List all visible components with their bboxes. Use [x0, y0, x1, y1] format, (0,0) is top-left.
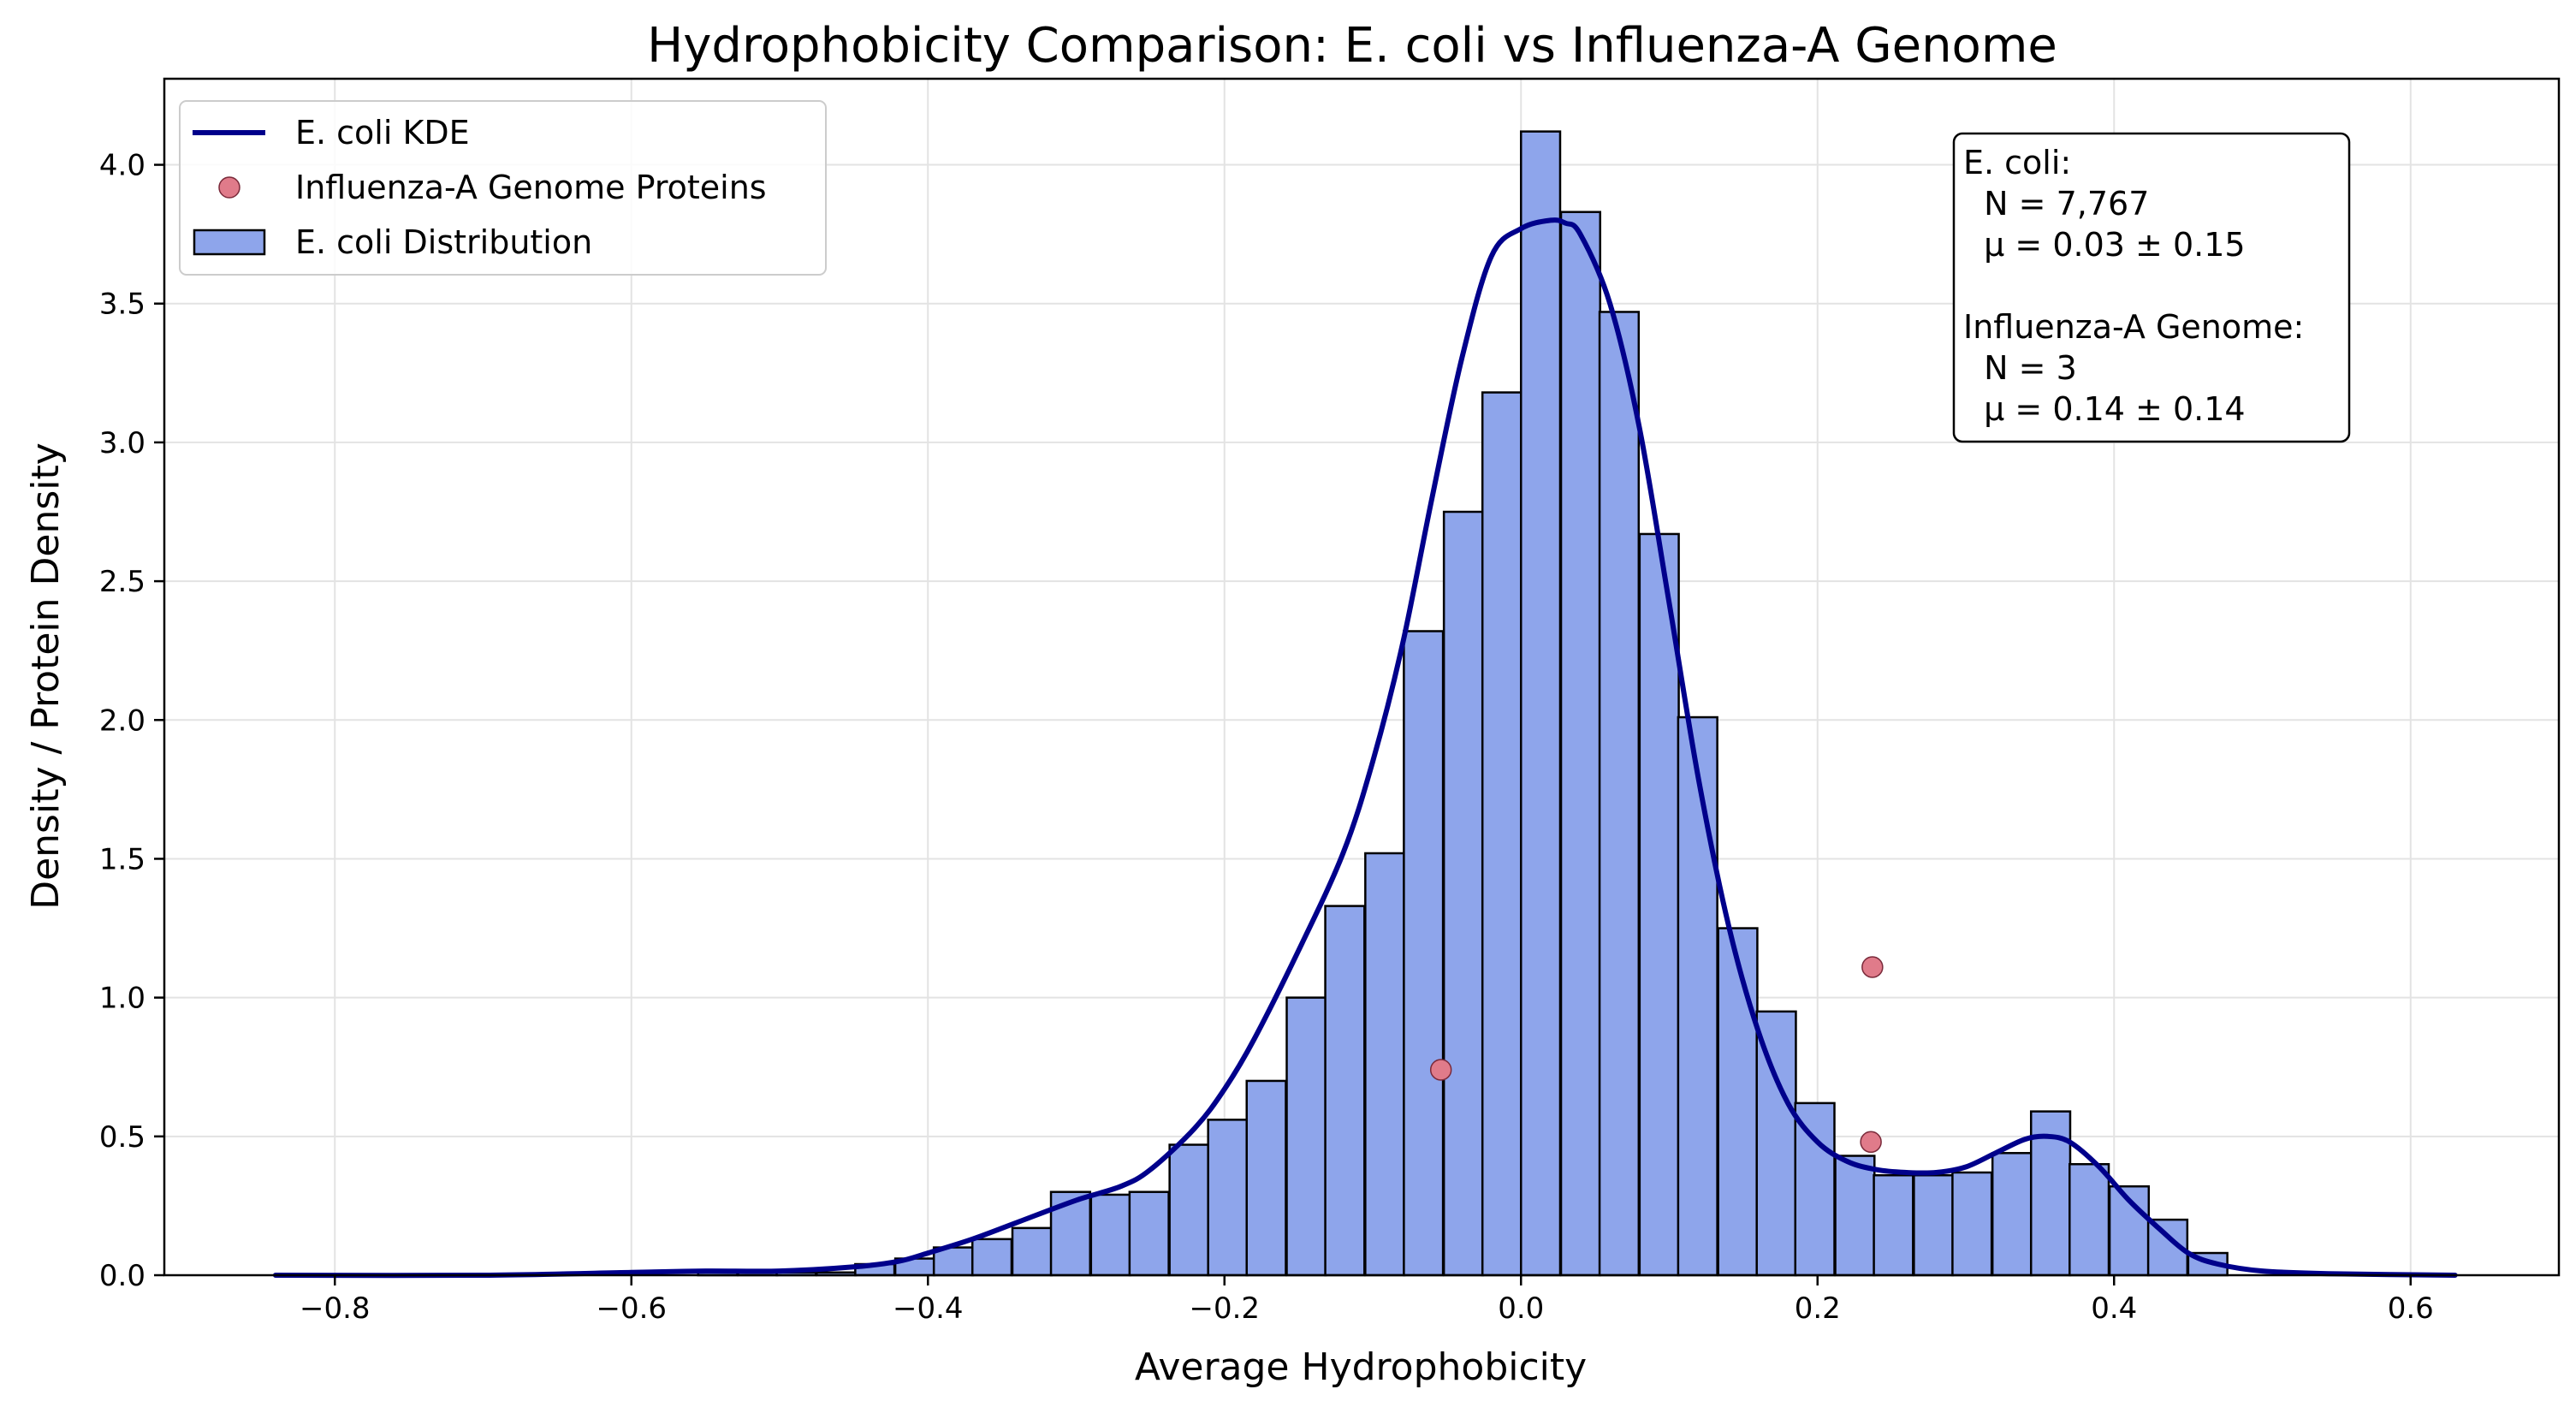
kde-layer [272, 217, 2458, 1279]
histogram-bar [970, 1238, 1013, 1277]
y-tick-label: 3.0 [99, 426, 145, 460]
y-axis-ticks: 0.0 0.5 1.0 1.5 2.0 2.5 3.0 3.5 4.0 [99, 149, 164, 1293]
kde-curve [272, 217, 2458, 1279]
histogram-bar [1245, 1079, 1287, 1277]
y-tick-label: 0.0 [99, 1259, 145, 1293]
grid-lines [164, 79, 2559, 1276]
histogram-bar [1638, 532, 1680, 1277]
influenza-points [1429, 956, 1884, 1154]
histogram-bar [1089, 1193, 1131, 1277]
histogram-bar [2069, 1163, 2110, 1277]
x-tick-label: −0.2 [1189, 1291, 1260, 1326]
histogram-bar [1168, 1143, 1210, 1277]
histogram-bar [1128, 1190, 1170, 1277]
histogram-bar [1598, 311, 1641, 1277]
histogram-bar [1207, 1119, 1249, 1277]
histogram-bar [1559, 211, 1602, 1277]
y-tick-label: 1.0 [99, 982, 145, 1016]
histogram-bar [1481, 391, 1523, 1277]
x-tick-label: 0.4 [2091, 1291, 2137, 1326]
stats-line: μ = 0.03 ± 0.15 [1963, 226, 2246, 264]
stats-box-frame [1952, 132, 2351, 443]
histogram-bar [1442, 510, 1485, 1277]
histogram-bar [1717, 927, 1759, 1277]
y-axis-label: Density / Protein Density [24, 442, 68, 910]
histogram-bar [1324, 905, 1366, 1277]
y-tick-label: 0.5 [99, 1120, 145, 1155]
x-tick-label: 0.0 [1498, 1291, 1544, 1326]
histogram-bar [1011, 1226, 1053, 1277]
legend-label-points: Influenza-A Genome Proteins [295, 169, 767, 206]
x-tick-label: −0.8 [300, 1291, 371, 1326]
histogram-bar [1285, 996, 1327, 1277]
histogram-bar [1755, 1010, 1797, 1277]
histogram-bar [1364, 852, 1406, 1277]
x-axis-label: Average Hydrophobicity [1135, 1345, 1587, 1389]
influenza-point [1429, 1059, 1452, 1081]
y-tick-label: 4.0 [99, 149, 145, 183]
histogram-bar [1677, 715, 1718, 1277]
legend-label-kde: E. coli KDE [295, 114, 470, 151]
histogram-bar [1951, 1171, 1993, 1277]
histogram-bar [1991, 1152, 2033, 1277]
histogram-bar [1834, 1155, 1876, 1277]
y-tick-label: 3.5 [99, 288, 145, 322]
legend-bar-swatch [193, 229, 266, 256]
stats-box: E. coli: N = 7,767 μ = 0.03 ± 0.15 Influ… [1952, 132, 2351, 443]
influenza-point [1860, 1131, 1882, 1154]
y-tick-label: 1.5 [99, 842, 145, 876]
y-tick-label: 2.0 [99, 704, 145, 738]
x-tick-label: −0.6 [596, 1291, 667, 1326]
legend: E. coli KDE Influenza-A Genome Proteins … [179, 100, 827, 276]
legend-label-distribution: E. coli Distribution [295, 223, 592, 261]
histogram-bar [1519, 130, 1562, 1277]
legend-box [179, 100, 827, 276]
histogram-bar [1873, 1173, 1914, 1277]
stats-line: μ = 0.14 ± 0.14 [1963, 390, 2246, 428]
histogram-bar [1403, 630, 1445, 1277]
x-axis-ticks: −0.8 −0.6 −0.4 −0.2 0.0 0.2 0.4 0.6 [300, 1275, 2434, 1326]
stats-line: N = 7,767 [1963, 185, 2149, 223]
histogram-bar [1794, 1101, 1836, 1277]
y-tick-label: 2.5 [99, 565, 145, 599]
stats-line: N = 3 [1963, 349, 2077, 387]
x-tick-label: 0.6 [2388, 1291, 2434, 1326]
influenza-point [1861, 956, 1884, 978]
stats-line: E. coli: [1963, 144, 2071, 181]
x-tick-label: −0.4 [893, 1291, 964, 1326]
x-tick-label: 0.2 [1795, 1291, 1841, 1326]
legend-point-swatch [218, 176, 240, 199]
plot-frame [163, 77, 2561, 1277]
chart-title: Hydrophobicity Comparison: E. coli vs In… [647, 18, 2057, 74]
histogram-bar [1913, 1173, 1955, 1277]
stats-line: Influenza-A Genome: [1963, 308, 2304, 346]
